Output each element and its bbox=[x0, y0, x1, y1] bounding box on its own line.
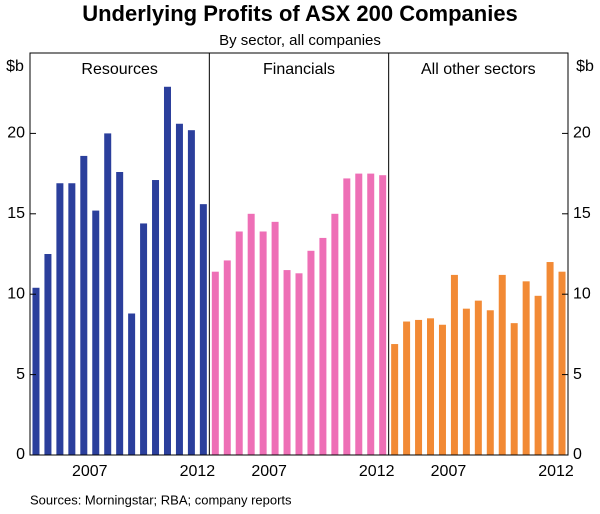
x-tick-label: 2007 bbox=[72, 463, 108, 480]
y-tick-label: 10 bbox=[573, 285, 591, 302]
bar bbox=[187, 130, 195, 455]
bar bbox=[355, 173, 363, 455]
x-tick-label: 2012 bbox=[359, 463, 395, 480]
bar bbox=[163, 86, 171, 455]
panel-title: All other sectors bbox=[421, 61, 536, 78]
bar bbox=[546, 262, 554, 455]
y-tick-label: 10 bbox=[7, 285, 25, 302]
bar bbox=[271, 221, 279, 455]
bar bbox=[104, 133, 112, 455]
bar bbox=[235, 231, 243, 455]
bar bbox=[522, 281, 530, 455]
bar bbox=[68, 183, 76, 456]
bar bbox=[80, 155, 88, 456]
chart-subtitle: By sector, all companies bbox=[219, 32, 381, 49]
bar bbox=[211, 271, 219, 455]
y-tick-label: 0 bbox=[573, 446, 582, 463]
bar bbox=[558, 271, 566, 455]
bar bbox=[379, 175, 387, 455]
bar bbox=[247, 213, 255, 455]
bar bbox=[367, 173, 375, 455]
bar bbox=[32, 287, 40, 455]
bar bbox=[427, 318, 435, 455]
bar bbox=[486, 310, 494, 455]
y-tick-label: 20 bbox=[7, 125, 25, 142]
bar bbox=[403, 321, 411, 455]
x-tick-label: 2007 bbox=[431, 463, 467, 480]
panel-title: Financials bbox=[263, 61, 335, 78]
bar bbox=[450, 274, 458, 455]
y-tick-label: 15 bbox=[573, 205, 591, 222]
y-tick-label: 15 bbox=[7, 205, 25, 222]
y-tick-label: 20 bbox=[573, 125, 591, 142]
bar bbox=[462, 308, 470, 455]
bar bbox=[343, 178, 351, 455]
bar bbox=[498, 274, 506, 455]
bar bbox=[438, 324, 446, 455]
bar bbox=[307, 250, 315, 455]
bar bbox=[259, 231, 267, 455]
x-tick-label: 2012 bbox=[180, 463, 216, 480]
bar bbox=[534, 295, 542, 455]
bar bbox=[199, 204, 207, 455]
bar bbox=[295, 273, 303, 455]
bar bbox=[44, 254, 52, 455]
y-axis-label: $b bbox=[576, 58, 594, 75]
bar bbox=[175, 123, 183, 455]
bar bbox=[56, 183, 64, 456]
bar bbox=[283, 270, 291, 455]
bar bbox=[415, 319, 423, 455]
bar bbox=[331, 213, 339, 455]
chart-title: Underlying Profits of ASX 200 Companies bbox=[82, 1, 518, 26]
panel-title: Resources bbox=[81, 61, 157, 78]
bar bbox=[116, 171, 124, 455]
bar bbox=[223, 260, 231, 455]
bar bbox=[391, 344, 399, 455]
bar bbox=[510, 323, 518, 455]
y-tick-label: 5 bbox=[573, 366, 582, 383]
y-tick-label: 5 bbox=[16, 366, 25, 383]
bar bbox=[92, 210, 100, 455]
plot-frame bbox=[29, 52, 569, 456]
bar bbox=[128, 313, 136, 455]
bar bbox=[319, 237, 327, 455]
bar bbox=[152, 180, 160, 456]
y-axis-label: $b bbox=[6, 58, 24, 75]
y-tick-label: 0 bbox=[16, 446, 25, 463]
x-tick-label: 2007 bbox=[251, 463, 287, 480]
bar bbox=[140, 223, 148, 455]
x-tick-label: 2012 bbox=[538, 463, 574, 480]
source-note: Sources: Morningstar; RBA; company repor… bbox=[30, 492, 292, 507]
bar bbox=[474, 300, 482, 455]
